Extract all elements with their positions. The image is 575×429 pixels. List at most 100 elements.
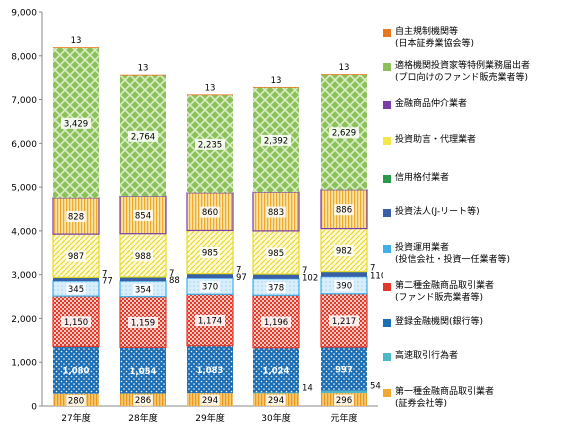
y-tick-label: 9,000 bbox=[11, 9, 37, 19]
data-label-bg bbox=[334, 204, 354, 216]
data-label-bg bbox=[195, 138, 225, 150]
data-label: 860 bbox=[202, 208, 218, 218]
data-label-bg bbox=[133, 394, 153, 406]
data-label-bg bbox=[66, 250, 86, 262]
data-label-bg bbox=[200, 394, 220, 406]
legend-label: 投資法人(J-リート等) bbox=[395, 207, 480, 217]
data-label-bg bbox=[266, 206, 286, 218]
data-label: 1,217 bbox=[332, 317, 356, 327]
data-label: 354 bbox=[135, 285, 151, 295]
legend-item: 適格機関投資家等特例業務届出者 (プロ向けのファンド販売業者等) bbox=[383, 60, 530, 84]
data-label: 97 bbox=[236, 273, 247, 283]
x-tick-label: 28年度 bbox=[128, 412, 157, 424]
data-label: 378 bbox=[268, 284, 284, 294]
bar-segment bbox=[53, 47, 99, 48]
data-label-bg bbox=[61, 117, 91, 129]
data-label: 77 bbox=[102, 276, 113, 286]
bar-segment bbox=[120, 277, 166, 282]
legend: 自主規制機関等 (日本証券業協会等) 適格機関投資家等特例業務届出者 (プロ向けの… bbox=[383, 0, 573, 429]
data-label: 7 bbox=[169, 269, 174, 279]
data-label-bg bbox=[128, 130, 158, 142]
data-label: 7 bbox=[302, 266, 307, 276]
bar-segment bbox=[253, 347, 299, 393]
legend-swatch bbox=[383, 175, 391, 183]
data-label: 988 bbox=[135, 252, 151, 262]
data-label: 1,159 bbox=[131, 318, 155, 328]
data-label: 1,024 bbox=[263, 367, 290, 377]
y-tick-label: 5,000 bbox=[11, 184, 37, 194]
data-label-bg bbox=[266, 247, 286, 259]
data-label-bg bbox=[261, 134, 291, 146]
data-label: 987 bbox=[68, 252, 84, 262]
legend-item: 登録金融機関(銀行等) bbox=[383, 316, 483, 328]
data-label-bg bbox=[266, 394, 286, 406]
data-label: 854 bbox=[135, 211, 151, 221]
bar-segment bbox=[120, 347, 166, 394]
data-label: 13 bbox=[271, 76, 282, 86]
data-label: 345 bbox=[68, 285, 84, 295]
data-label: 390 bbox=[336, 282, 352, 292]
legend-swatch bbox=[383, 245, 391, 253]
data-label: 883 bbox=[268, 208, 284, 218]
data-label: 2,392 bbox=[264, 136, 288, 146]
data-label: 14 bbox=[302, 384, 313, 394]
y-tick-label: 1,000 bbox=[11, 359, 37, 369]
bar-segment bbox=[253, 86, 299, 88]
data-label: 7 bbox=[370, 264, 375, 274]
x-tick-label: 29年度 bbox=[195, 412, 224, 424]
legend-swatch bbox=[383, 319, 391, 327]
data-label: 7 bbox=[102, 269, 107, 279]
legend-label: 第二種金融商品取引業者 (ファンド販売業者等) bbox=[395, 281, 495, 303]
legend-swatch bbox=[383, 353, 391, 361]
data-label-bg bbox=[133, 283, 153, 295]
data-label: 2,629 bbox=[332, 129, 356, 139]
legend-label: 金融商品仲介業者 bbox=[395, 99, 468, 109]
bar-segment bbox=[321, 74, 367, 75]
legend-item: 高速取引行為者 bbox=[383, 350, 458, 362]
bar-segment bbox=[53, 277, 99, 282]
data-label: 982 bbox=[336, 247, 352, 257]
data-label-bg bbox=[266, 282, 286, 294]
legend-swatch bbox=[383, 389, 391, 397]
data-label-bg bbox=[133, 250, 153, 262]
legend-item: 投資助言・代理業者 bbox=[383, 134, 476, 146]
legend-item: 第一種金融商品取引業者 (証券会社等) bbox=[383, 386, 494, 410]
data-label: 1,174 bbox=[198, 317, 222, 327]
data-label: 102 bbox=[302, 274, 318, 284]
data-label-bg bbox=[200, 247, 220, 259]
data-label-bg bbox=[329, 315, 359, 327]
data-label: 286 bbox=[135, 396, 151, 406]
legend-item: 金融商品仲介業者 bbox=[383, 98, 467, 110]
data-label-bg bbox=[66, 394, 86, 406]
legend-swatch bbox=[383, 283, 391, 291]
chart-area: 0 1,000 2,000 3,000 4,000 5,000 6,000 7,000 8,00… bbox=[11, 9, 383, 425]
data-label: 1,054 bbox=[130, 367, 157, 377]
legend-label: 登録金融機関(銀行等) bbox=[395, 317, 484, 327]
data-label-bg bbox=[195, 315, 225, 327]
data-label: 280 bbox=[68, 396, 84, 406]
data-label-bg bbox=[334, 394, 354, 406]
data-label: 13 bbox=[205, 83, 216, 93]
legend-label: 投資助言・代理業者 bbox=[395, 135, 477, 145]
data-label-bg bbox=[61, 316, 91, 328]
data-label: 886 bbox=[336, 206, 352, 216]
data-label-bg bbox=[334, 280, 354, 292]
legend-label: 高速取引行為者 bbox=[395, 351, 459, 361]
legend-label: 信用格付業者 bbox=[395, 173, 450, 183]
data-label: 88 bbox=[169, 276, 180, 286]
data-label: 294 bbox=[268, 396, 284, 406]
data-label-bg bbox=[200, 281, 220, 293]
data-label-bg bbox=[66, 211, 86, 223]
data-label: 1,196 bbox=[264, 318, 288, 328]
x-tick-label: 30年度 bbox=[261, 412, 290, 424]
data-label: 13 bbox=[71, 36, 82, 46]
data-label: 370 bbox=[202, 283, 218, 293]
legend-item: 自主規制機関等 (日本証券業協会等) bbox=[383, 26, 474, 50]
y-tick-label: 2,000 bbox=[11, 315, 37, 325]
legend-label: 適格機関投資家等特例業務届出者 (プロ向けのファンド販売業者等) bbox=[395, 61, 531, 83]
y-tick-label: 6,000 bbox=[11, 140, 37, 150]
data-label: 985 bbox=[202, 249, 218, 259]
bar-segment bbox=[187, 94, 233, 96]
x-tick-label: 元年度 bbox=[330, 412, 357, 424]
x-tick-label: 27年度 bbox=[61, 412, 90, 424]
